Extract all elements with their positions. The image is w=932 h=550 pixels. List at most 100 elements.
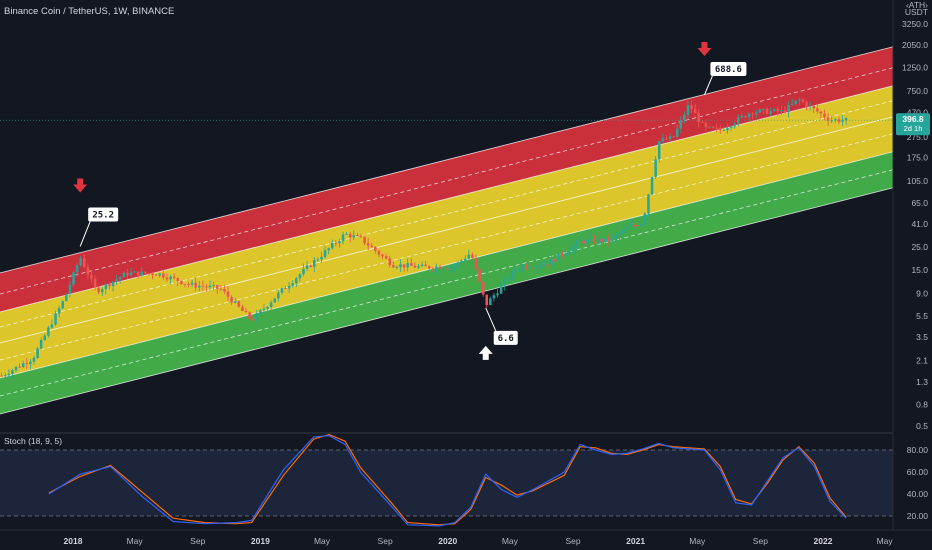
candle-body <box>72 272 75 285</box>
candle-body <box>309 265 312 267</box>
countdown-label: 2d 1h <box>904 124 923 133</box>
candle-body <box>798 99 801 101</box>
candle-body <box>410 263 413 266</box>
candle-body <box>370 245 374 248</box>
candle-body <box>758 109 762 113</box>
candle-body <box>93 278 97 288</box>
candle-body <box>352 235 356 238</box>
candle-body <box>356 235 359 236</box>
band-line-top <box>0 46 893 274</box>
candle-body <box>334 242 338 244</box>
price-axis[interactable]: ‹ATH› USDT 3250.0 2050.0 1250.0 750.0 470.0 2… <box>902 0 928 431</box>
candle-body <box>467 254 471 259</box>
candle-body <box>539 265 542 267</box>
candle-body <box>445 268 449 270</box>
candle-body <box>108 284 111 287</box>
band-line-mid <box>0 116 893 344</box>
candle-body <box>359 235 363 237</box>
price-tick-label: 2050.0 <box>902 40 928 50</box>
candle-body <box>589 238 593 240</box>
candle-body <box>417 266 420 268</box>
candle-body <box>47 327 50 336</box>
candle-body <box>212 285 215 286</box>
candle-body <box>57 308 61 314</box>
candle-body <box>611 237 614 242</box>
candle-body <box>726 127 729 131</box>
candle-body <box>79 258 82 266</box>
candle-body <box>180 281 183 285</box>
candle-body <box>11 370 14 374</box>
candle-body <box>269 302 273 307</box>
candle-body <box>456 262 460 267</box>
candle-body <box>399 264 402 268</box>
time-tick-label: 2020 <box>438 536 457 546</box>
time-tick-label: 2018 <box>64 536 83 546</box>
callout-label: 6.6 <box>498 334 514 344</box>
candle-body <box>32 357 36 362</box>
candle-body <box>244 311 248 313</box>
candle-body <box>176 277 179 282</box>
last-price-badge: 396.8 2d 1h <box>896 113 930 136</box>
candle-body <box>532 267 535 269</box>
stoch-tick-label: 20.00 <box>907 511 929 521</box>
candle-body <box>557 253 560 262</box>
candle-body <box>255 313 259 321</box>
candle-body <box>226 291 230 297</box>
price-tick-label: 9.0 <box>916 289 928 299</box>
candle-body <box>499 285 503 294</box>
candle-body <box>769 111 772 114</box>
stochastic-pane <box>0 434 893 527</box>
candle-body <box>765 108 769 114</box>
candle-body <box>14 366 18 371</box>
price-tick-label: 0.8 <box>916 399 928 409</box>
band-red <box>0 46 893 312</box>
candle-body <box>90 274 93 279</box>
candle-body <box>808 105 812 107</box>
stoch-axis[interactable]: 80.00 60.00 40.00 20.00 <box>907 445 929 521</box>
candle-body <box>496 293 499 296</box>
time-axis[interactable]: 2018 May Sep 2019 May Sep 2020 May Sep 2021 May Sep… <box>64 536 894 546</box>
candle-body <box>158 273 162 276</box>
price-tick-label: 3250.0 <box>902 19 928 29</box>
candle-body <box>316 259 320 261</box>
candle-body <box>618 233 621 236</box>
candle-body <box>374 247 377 251</box>
candle-body <box>140 271 144 276</box>
stoch-k-line <box>48 435 847 527</box>
candle-body <box>744 115 747 118</box>
candle-body <box>251 319 255 321</box>
candle-body <box>841 120 844 122</box>
candle-body <box>345 233 348 235</box>
candle-body <box>747 113 751 118</box>
stoch-title[interactable]: Stoch (18, 9, 5) <box>4 436 62 446</box>
candle-body <box>481 282 485 295</box>
time-tick-label: May <box>689 536 706 546</box>
callout-box <box>493 330 518 345</box>
candle-body <box>169 276 172 280</box>
candlestick-series <box>0 97 848 379</box>
candle-body <box>453 266 456 267</box>
candle-body <box>578 240 582 242</box>
last-price-label: 396.8 <box>902 114 924 124</box>
candle-body <box>230 296 233 303</box>
candle-body <box>43 335 47 340</box>
time-tick-label: May <box>877 536 894 546</box>
candle-body <box>54 313 57 325</box>
candle-body <box>697 112 701 122</box>
candle-body <box>302 268 305 275</box>
band-line-upper <box>0 67 893 295</box>
candle-body <box>622 229 625 234</box>
candle-body <box>604 237 607 242</box>
candle-body <box>223 289 226 292</box>
stoch-tick-label: 80.00 <box>907 445 929 455</box>
candle-body <box>402 264 406 268</box>
candle-body <box>172 276 176 278</box>
band-line-yellow-1 <box>0 100 893 328</box>
candle-body <box>330 242 334 249</box>
candle-body <box>190 282 194 285</box>
candle-body <box>571 246 575 252</box>
symbol-title[interactable]: Binance Coin / TetherUS, 1W, BINANCE <box>4 6 174 17</box>
candle-body <box>657 141 661 160</box>
time-tick-label: 2019 <box>251 536 270 546</box>
